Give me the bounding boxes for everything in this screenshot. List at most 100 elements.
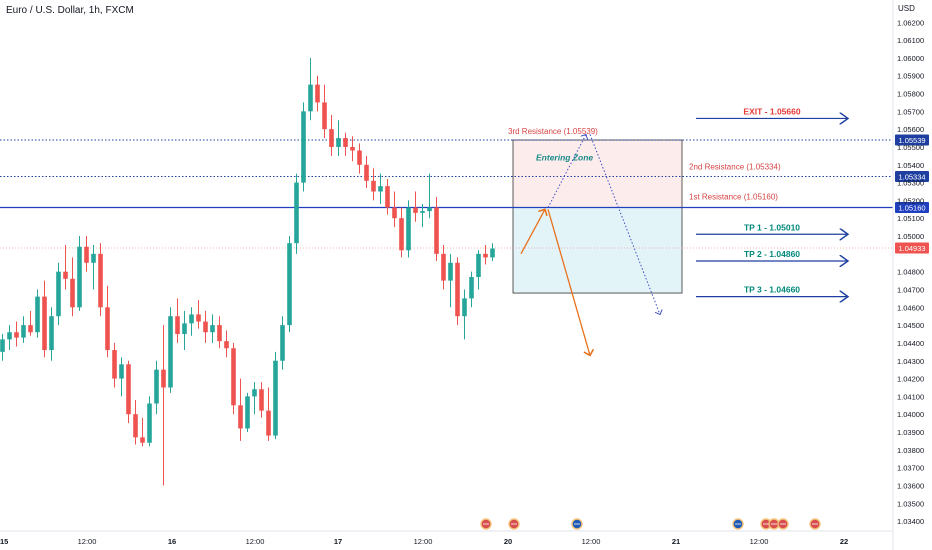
candle-body-46 bbox=[322, 102, 327, 130]
candle-body-45 bbox=[315, 84, 320, 103]
candle-body-53 bbox=[371, 180, 376, 192]
y-tick-0: 1.06200 bbox=[897, 18, 924, 27]
candle-body-68 bbox=[476, 253, 481, 278]
candle-body-19 bbox=[133, 414, 138, 438]
time-axis[interactable]: 15 12:00 16 12:00 17 12:00 20 12:00 21 12:00 22 bbox=[0, 530, 893, 546]
candle-body-44 bbox=[308, 84, 313, 112]
x-tick-10: 22 bbox=[840, 537, 848, 546]
candle-body-64 bbox=[448, 262, 453, 281]
x-tick-7: 12:00 bbox=[582, 537, 601, 546]
candle-body-39 bbox=[273, 360, 278, 436]
candle-body-66 bbox=[462, 298, 467, 317]
y-tick-4: 1.05800 bbox=[897, 90, 924, 99]
candle-body-36 bbox=[252, 389, 257, 397]
economic-events[interactable] bbox=[480, 518, 821, 530]
candle-body-40 bbox=[280, 325, 285, 361]
price-axis[interactable]: 1.06200 1.06100 1.06000 1.05900 1.05800 1.057… bbox=[892, 0, 924, 550]
chart-title: Euro / U.S. Dollar, 1h, FXCM bbox=[6, 5, 134, 16]
candle-body-30 bbox=[210, 325, 215, 333]
candle-body-13 bbox=[91, 253, 96, 263]
y-tick-18: 1.04400 bbox=[897, 339, 924, 348]
y-tick-2: 1.06000 bbox=[897, 54, 924, 63]
candle-body-48 bbox=[336, 138, 341, 147]
target-label-2: TP 2 - 1.04860 bbox=[744, 249, 800, 259]
candle-body-60 bbox=[420, 211, 425, 213]
candle-body-50 bbox=[350, 146, 355, 151]
arrow-up-orange bbox=[520, 209, 545, 255]
candle-body-52 bbox=[364, 164, 369, 181]
candle-body-67 bbox=[469, 277, 474, 299]
candle-body-65 bbox=[455, 262, 460, 317]
candle-body-34 bbox=[238, 405, 243, 429]
price-badge-1 bbox=[895, 171, 929, 183]
price-badge-0 bbox=[895, 134, 929, 146]
y-tick-14: 1.04800 bbox=[897, 268, 924, 277]
currency-label: USD bbox=[898, 4, 915, 13]
price-badge-2 bbox=[895, 202, 929, 214]
candle-body-4 bbox=[28, 325, 33, 333]
level-label-0: 3rd Resistance (1.05539) bbox=[508, 127, 598, 136]
candle-body-17 bbox=[119, 364, 124, 379]
y-tick-28: 1.03400 bbox=[897, 517, 924, 526]
x-tick-4: 17 bbox=[334, 537, 342, 546]
candle-body-41 bbox=[287, 243, 292, 326]
candle-body-25 bbox=[175, 316, 180, 335]
candle-body-51 bbox=[357, 150, 362, 165]
candle-body-22 bbox=[154, 369, 159, 404]
target-label-1: TP 1 - 1.05010 bbox=[744, 222, 800, 232]
y-tick-7: 1.05500 bbox=[897, 143, 924, 152]
candle-body-56 bbox=[392, 207, 397, 219]
candle-body-47 bbox=[329, 129, 334, 147]
candle-body-14 bbox=[98, 253, 103, 308]
x-tick-2: 16 bbox=[168, 537, 176, 546]
candle-body-54 bbox=[378, 186, 383, 192]
candle-body-62 bbox=[434, 207, 439, 254]
candle-body-31 bbox=[217, 325, 222, 342]
candle-body-58 bbox=[406, 207, 411, 251]
level-label-2: 1st Resistance (1.05160) bbox=[689, 193, 778, 202]
price-badge-label-2: 1.05160 bbox=[898, 204, 925, 213]
candle-body-42 bbox=[294, 182, 299, 244]
candle-body-12 bbox=[84, 246, 89, 263]
x-tick-6: 20 bbox=[504, 537, 512, 546]
entering-zone: Entering Zone bbox=[512, 139, 683, 294]
price-badge-label-1: 1.05334 bbox=[898, 173, 925, 182]
candle-body-11 bbox=[77, 246, 82, 308]
target-lines: EXIT - 1.05660 TP 1 - 1.05010 TP 2 - 1.048… bbox=[696, 106, 848, 296]
candle-body-26 bbox=[182, 323, 187, 335]
y-tick-20: 1.04200 bbox=[897, 375, 924, 384]
candle-body-6 bbox=[42, 296, 47, 351]
zone-lower-box bbox=[512, 207, 683, 294]
candle-body-18 bbox=[126, 364, 131, 415]
y-tick-22: 1.04000 bbox=[897, 410, 924, 419]
candle-body-28 bbox=[196, 314, 201, 322]
candles bbox=[0, 57, 495, 486]
candle-body-0 bbox=[0, 339, 5, 352]
level-label-1: 2nd Resistance (1.05334) bbox=[689, 163, 781, 172]
candle-body-61 bbox=[427, 207, 432, 212]
candle-body-35 bbox=[245, 396, 250, 429]
candle-body-57 bbox=[399, 218, 404, 251]
y-tick-24: 1.03800 bbox=[897, 446, 924, 455]
candle-body-9 bbox=[63, 271, 68, 279]
price-badge-label-0: 1.05539 bbox=[898, 136, 925, 145]
candle-body-3 bbox=[21, 325, 26, 338]
candle-body-55 bbox=[385, 186, 390, 208]
candle-body-49 bbox=[343, 138, 348, 147]
y-tick-10: 1.05200 bbox=[897, 196, 924, 205]
y-tick-16: 1.04600 bbox=[897, 303, 924, 312]
candle-body-43 bbox=[301, 111, 306, 183]
candle-body-5 bbox=[35, 296, 40, 333]
candle-body-59 bbox=[413, 207, 418, 213]
candle-body-24 bbox=[168, 316, 173, 388]
candle-body-38 bbox=[266, 410, 271, 436]
candle-body-63 bbox=[441, 253, 446, 281]
x-tick-5: 12:00 bbox=[414, 537, 433, 546]
y-tick-6: 1.05600 bbox=[897, 125, 924, 134]
y-tick-9: 1.05300 bbox=[897, 179, 924, 188]
candle-body-33 bbox=[231, 348, 236, 406]
candle-body-23 bbox=[161, 369, 166, 388]
target-label-3: TP 3 - 1.04660 bbox=[744, 285, 800, 295]
price-badge-label-3: 1.04933 bbox=[898, 244, 925, 253]
